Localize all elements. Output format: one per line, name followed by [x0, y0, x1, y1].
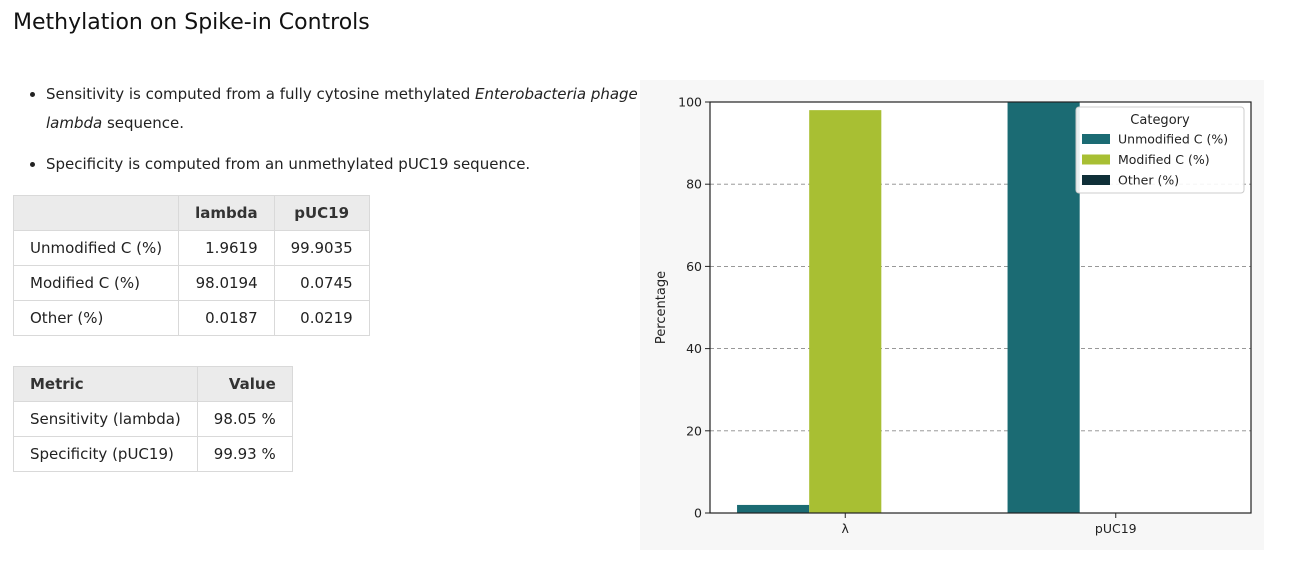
y-tick-label: 40 — [686, 341, 702, 356]
column-header: lambda — [178, 195, 275, 231]
column-header — [12, 195, 180, 231]
page-title: Methylation on Spike-in Controls — [13, 10, 370, 35]
table-cell: 1.9619 — [178, 230, 275, 266]
y-tick-label: 60 — [686, 259, 702, 274]
y-tick-label: 100 — [678, 95, 702, 110]
legend-swatch — [1082, 154, 1110, 165]
legend-label: Other (%) — [1118, 173, 1179, 188]
table-cell: Other (%) — [12, 300, 180, 336]
y-tick-label: 20 — [686, 423, 702, 438]
table-header-row: Metric Value — [13, 366, 293, 402]
y-tick-label: 80 — [686, 177, 702, 192]
table-header-row: lambda pUC19 — [12, 195, 370, 231]
table-cell: 0.0745 — [273, 265, 370, 301]
y-axis-label: Percentage — [654, 271, 669, 344]
legend-title: Category — [1130, 113, 1190, 128]
chart-canvas: 0 20 40 60 80 100 λ pUC19 Percentage Category Unmo… — [654, 95, 1252, 536]
specificity-note: Specificity is computed from an unmethyl… — [46, 150, 644, 179]
table-cell: Sensitivity (lambda) — [13, 401, 198, 437]
bar — [737, 504, 810, 513]
x-tick-label: λ — [842, 521, 850, 536]
table-cell: 99.9035 — [273, 230, 370, 266]
column-header: Value — [196, 366, 293, 402]
legend-swatch — [1082, 175, 1110, 185]
table-cell: Unmodified C (%) — [12, 230, 180, 266]
metric-table: Metric Value Sensitivity (lambda) 98.05 … — [13, 366, 293, 472]
description-list: Sensitivity is computed from a fully cyt… — [24, 80, 644, 191]
sensitivity-note-suffix: sequence. — [102, 114, 185, 132]
legend-label: Modified C (%) — [1118, 152, 1210, 167]
table-cell: 99.93 % — [196, 436, 293, 472]
sensitivity-note-organism: Enterobacteria phage lambda — [46, 85, 638, 132]
legend-label: Unmodified C (%) — [1118, 132, 1228, 147]
column-header: Metric — [13, 366, 198, 402]
table-row: Sensitivity (lambda) 98.05 % — [13, 401, 293, 437]
column-header: pUC19 — [273, 195, 370, 231]
y-tick-label: 0 — [694, 506, 702, 521]
sensitivity-note: Sensitivity is computed from a fully cyt… — [46, 80, 644, 138]
table-cell: 98.05 % — [196, 401, 293, 437]
table-row: Unmodified C (%) 1.9619 99.9035 — [12, 230, 370, 266]
table-cell: 98.0194 — [178, 265, 275, 301]
legend-box — [1075, 106, 1245, 194]
table-row: Other (%) 0.0187 0.0219 — [12, 300, 370, 336]
table-cell: 0.0219 — [273, 300, 370, 336]
bar — [1007, 102, 1080, 514]
composition-table: lambda pUC19 Unmodified C (%) 1.9619 99.… — [12, 195, 370, 336]
table-row: Modified C (%) 98.0194 0.0745 — [12, 265, 370, 301]
table-cell: Specificity (pUC19) — [13, 436, 198, 472]
table-cell: 0.0187 — [178, 300, 275, 336]
axes-frame — [709, 101, 1252, 514]
x-tick-label: pUC19 — [1095, 521, 1137, 536]
bar — [809, 110, 882, 514]
methylation-bar-chart: 0 20 40 60 80 100 λ pUC19 Percentage Category Unmo… — [640, 80, 1264, 550]
table-cell: Modified C (%) — [12, 265, 180, 301]
sensitivity-note-prefix: Sensitivity is computed from a fully cyt… — [46, 85, 476, 103]
table-row: Specificity (pUC19) 99.93 % — [13, 436, 293, 472]
legend-swatch — [1082, 134, 1110, 144]
